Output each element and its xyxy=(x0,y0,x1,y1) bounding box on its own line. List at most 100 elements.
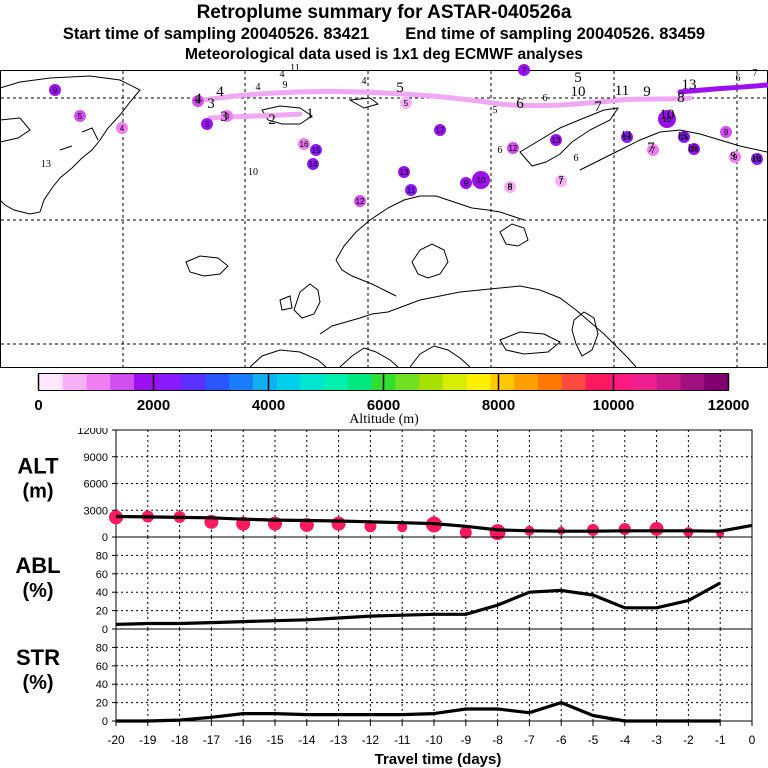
colorbar-cell xyxy=(442,374,468,390)
cluster-circle xyxy=(310,144,322,156)
altitude-colorbar: 0 2000 4000 6000 8000 10000 12000 Altitude (m) xyxy=(34,373,750,427)
y-tick-label: 0 xyxy=(102,624,108,636)
cluster-circle xyxy=(729,151,741,163)
map-label-large: 10 xyxy=(571,84,586,100)
altitude-dot xyxy=(397,522,408,533)
plume-cluster-marker: 10 xyxy=(472,171,490,189)
cluster-number: 15 xyxy=(680,133,689,142)
colorbar-cell xyxy=(537,374,563,390)
cluster-number: 5 xyxy=(404,99,409,108)
baltic-sea xyxy=(411,243,449,279)
y-tick-label: 20 xyxy=(96,698,108,710)
mediterranean xyxy=(339,345,471,368)
cluster-number: 12 xyxy=(509,144,518,153)
white-sea xyxy=(499,223,529,247)
map-label-large: 3 xyxy=(220,109,228,125)
cluster-number: 10 xyxy=(477,176,486,185)
plume-cluster-marker: 3 xyxy=(221,110,233,122)
cluster-number: 7 xyxy=(651,146,656,155)
cluster-number: 16 xyxy=(300,140,309,149)
cluster-number: 15 xyxy=(312,146,321,155)
altitude-dot xyxy=(459,526,472,539)
plume-track-lower xyxy=(207,111,303,121)
cluster-number: 11 xyxy=(407,186,416,195)
greenland-fjords xyxy=(0,117,99,151)
x-tick-label: -5 xyxy=(588,733,599,747)
chart-title: Retroplume summary for ASTAR-040526a xyxy=(196,2,572,23)
cluster-number: 16 xyxy=(690,145,699,154)
series-line xyxy=(116,700,721,723)
british-isles xyxy=(279,283,321,319)
plume-cluster-marker: 7 xyxy=(647,144,659,156)
x-tick-label: -12 xyxy=(362,733,380,747)
y-tick-label: 80 xyxy=(96,642,108,654)
map-label: 6 xyxy=(574,153,579,164)
colorbar-tick-label: 12000 xyxy=(708,397,750,414)
plume-cluster-marker: 11 xyxy=(405,184,417,196)
y-tick-label: 0 xyxy=(102,716,108,728)
y-tick-label: 12000 xyxy=(77,428,108,437)
colorbar-cell xyxy=(62,374,88,390)
colorbar-cell xyxy=(205,374,230,390)
map-label: 9 xyxy=(731,151,736,162)
colorbar-cell xyxy=(704,374,729,390)
colorbar-cell xyxy=(229,374,254,390)
colorbar-cell xyxy=(276,374,301,390)
colorbar-cell xyxy=(324,374,349,390)
x-tick-label: 0 xyxy=(749,733,756,747)
x-tick-label: -13 xyxy=(330,733,348,747)
map-label: 4 xyxy=(256,82,261,93)
cluster-circle xyxy=(518,64,530,76)
colorbar-tick-label: 10000 xyxy=(593,397,635,414)
altitude-dot xyxy=(331,516,346,531)
map-label-large: 4 xyxy=(216,84,224,100)
colorbar-cell xyxy=(347,374,373,390)
colorbar-cell xyxy=(585,374,610,390)
plume-cluster-marker: 4 xyxy=(116,122,128,134)
colorbar-cell xyxy=(514,374,539,390)
map-label: 16 xyxy=(751,153,761,164)
cluster-circle xyxy=(751,153,763,165)
cluster-number: 9 xyxy=(733,153,738,162)
colorbar-tick-label: 8000 xyxy=(482,397,515,414)
colorbar-cell xyxy=(252,374,278,390)
cluster-circle xyxy=(658,110,676,128)
plume-cluster-marker: 14 xyxy=(307,158,319,170)
colorbar-cell xyxy=(300,374,325,390)
map-label: 16 xyxy=(687,143,697,154)
map-label-large: 6 xyxy=(516,96,524,112)
iceland xyxy=(185,255,229,277)
plume-cluster-marker: 14 xyxy=(621,131,633,143)
colorbar-tick-label: 4000 xyxy=(252,397,285,414)
series-line xyxy=(115,514,753,533)
map-label: 9 xyxy=(283,80,288,91)
map-label-large: 5 xyxy=(574,70,582,86)
map-label-large: 3 xyxy=(207,96,215,112)
altitude-dot xyxy=(618,522,631,535)
end-time: End time of sampling 20040526. 83459 xyxy=(405,25,706,43)
cluster-number: 14 xyxy=(309,160,318,169)
colorbar-tick-label: 2000 xyxy=(137,397,170,414)
colorbar-cell xyxy=(656,374,682,390)
y-tick-label: 40 xyxy=(96,587,108,599)
plume-cluster-marker: 15 xyxy=(310,144,322,156)
colorbar-cell xyxy=(419,374,444,390)
plume-cluster-marker: 5 xyxy=(74,110,86,122)
cluster-number: 9 xyxy=(464,179,469,188)
plume-cluster-marker: 4 xyxy=(192,95,204,107)
map-label: 6 xyxy=(736,73,741,84)
panel-str: 0 20 40 60 80 STR(%) xyxy=(16,628,753,728)
met-data-note: Meteorological data used is 1x1 deg ECMW… xyxy=(185,46,583,63)
cluster-circle xyxy=(307,158,319,170)
map-label: 6 xyxy=(543,93,548,104)
plume-cluster-marker: 8 xyxy=(504,181,516,193)
cluster-number: 9 xyxy=(53,86,58,95)
map-label: 11 xyxy=(290,63,300,74)
cluster-circle xyxy=(400,97,412,109)
colorbar-cell xyxy=(490,374,515,390)
scandinavia xyxy=(335,195,525,297)
colorbar-cell xyxy=(466,374,492,390)
